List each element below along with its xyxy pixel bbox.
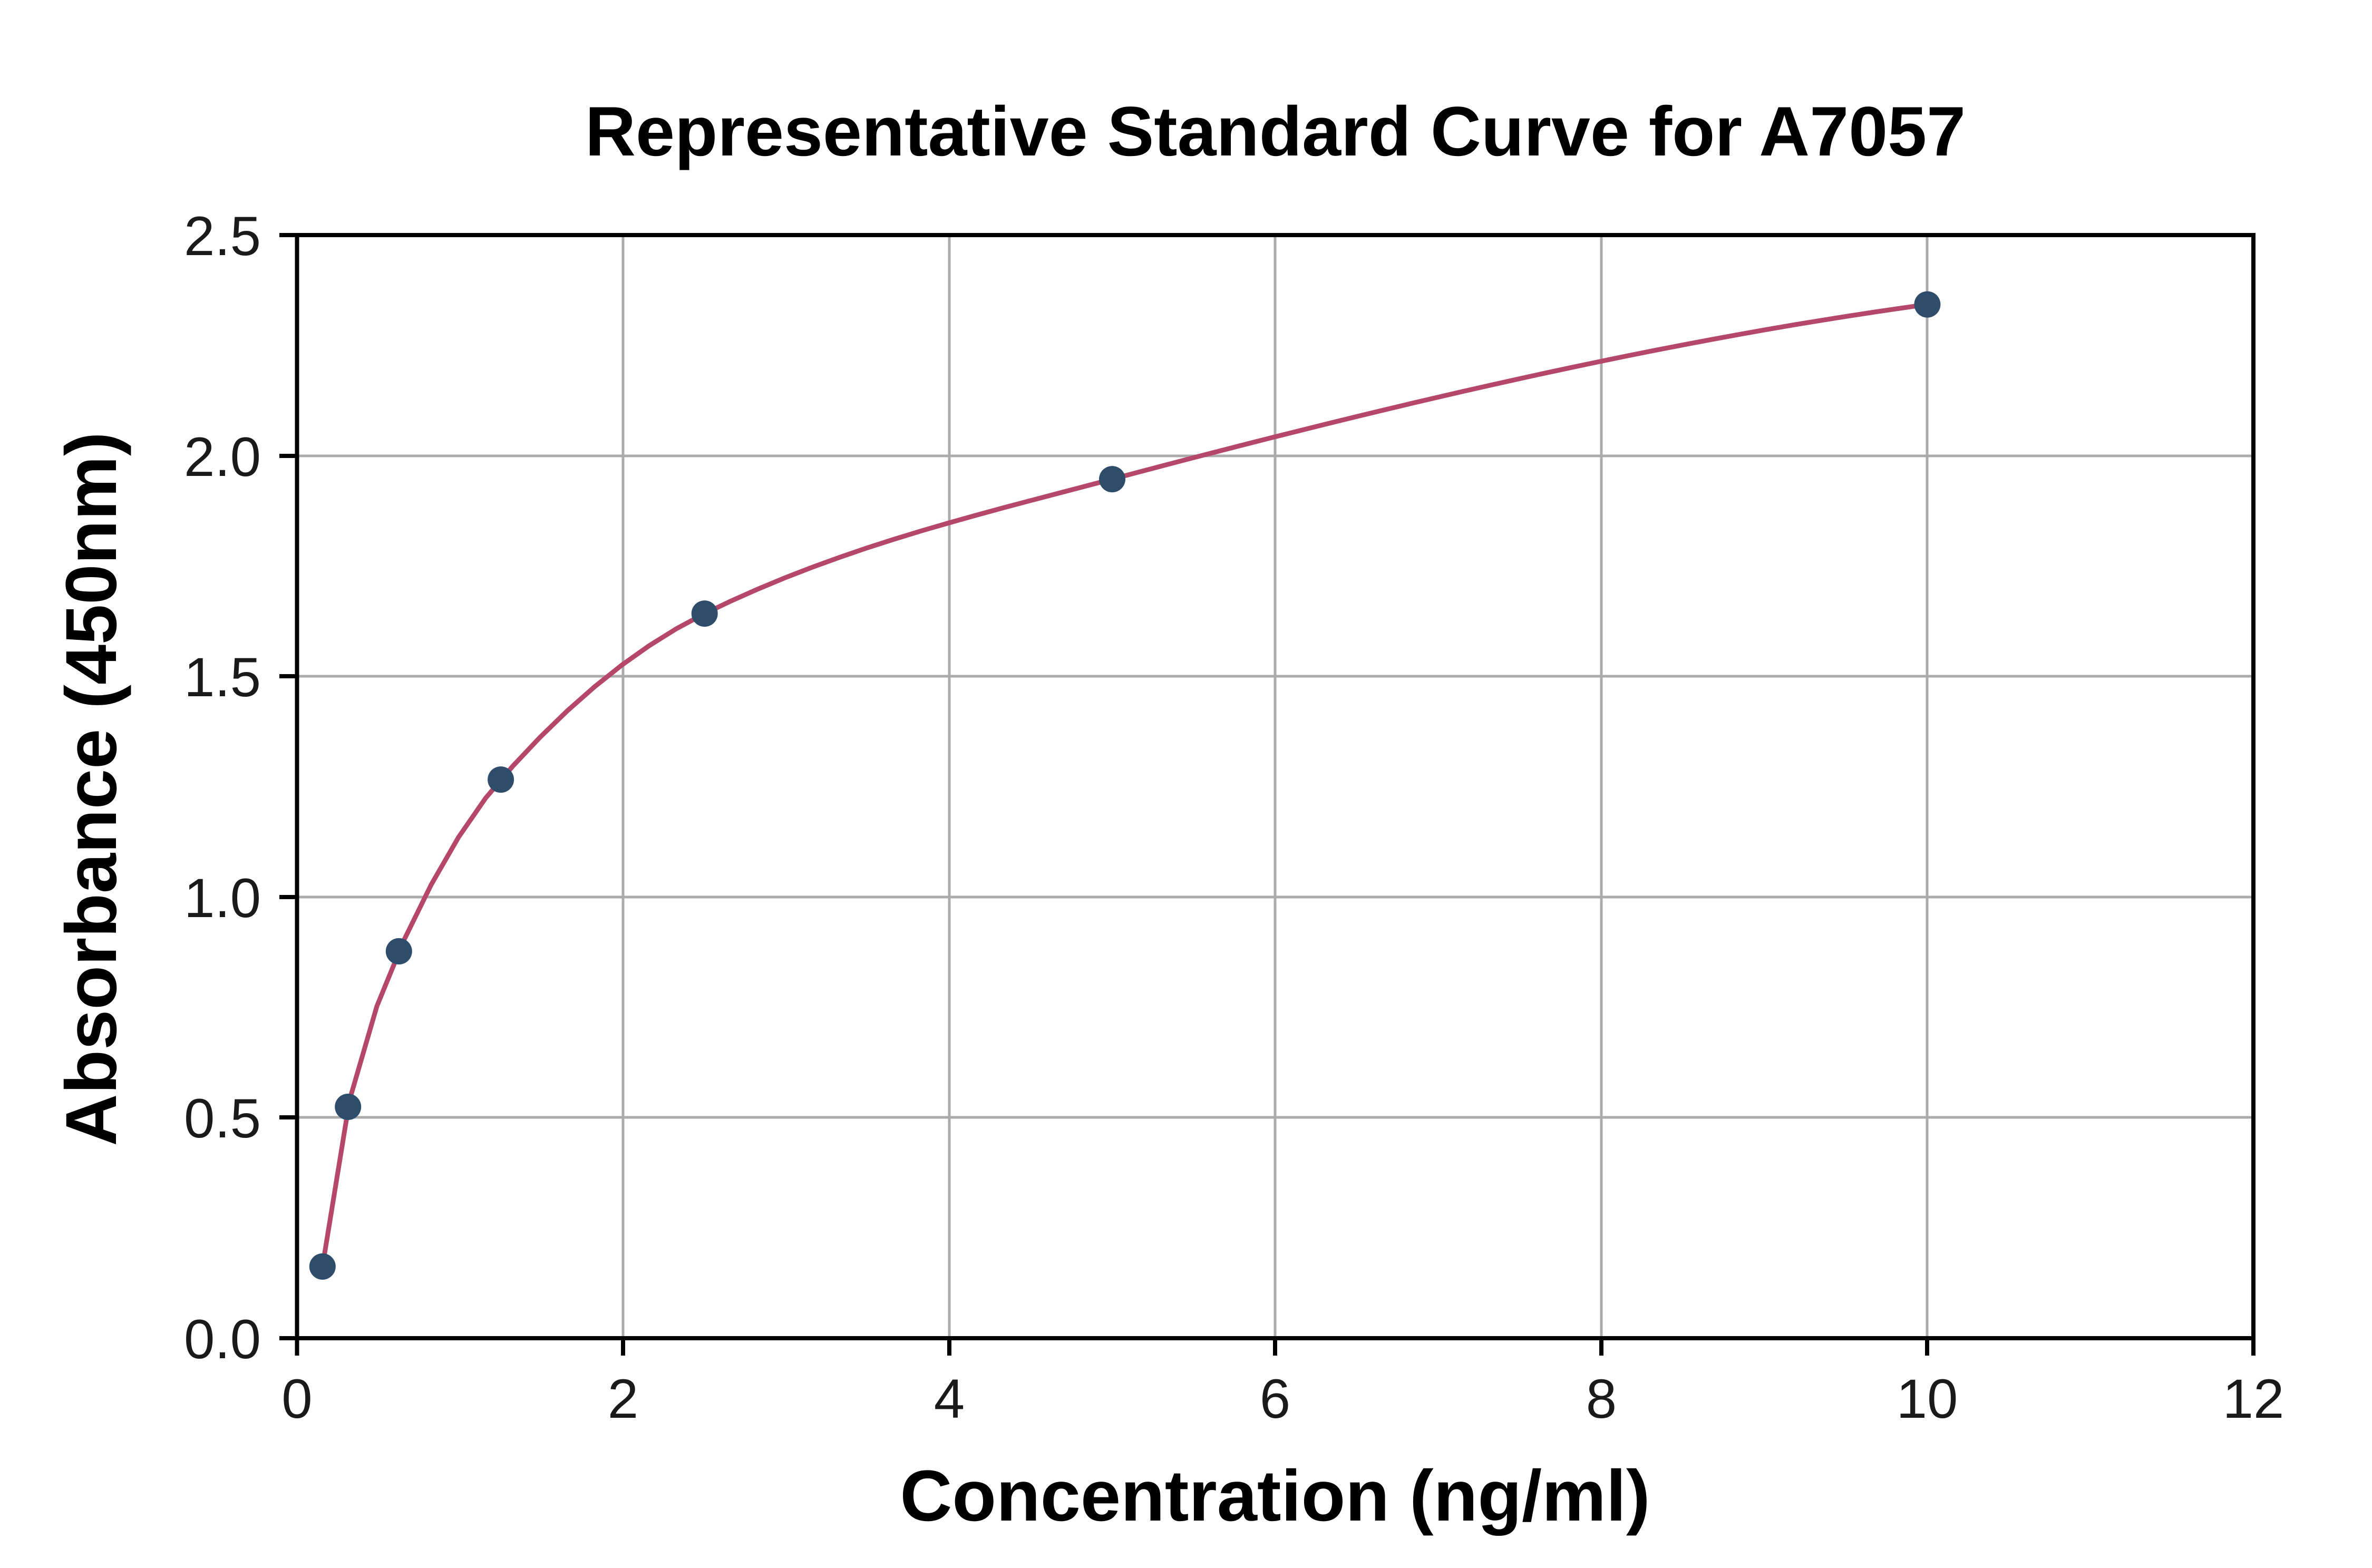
- svg-text:2.0: 2.0: [184, 426, 261, 488]
- svg-text:Absorbance (450nm): Absorbance (450nm): [51, 432, 132, 1146]
- svg-text:6: 6: [1260, 1368, 1290, 1430]
- svg-text:0: 0: [281, 1368, 312, 1430]
- svg-text:0.5: 0.5: [184, 1088, 261, 1150]
- svg-text:10: 10: [1897, 1368, 1958, 1430]
- svg-text:4: 4: [934, 1368, 965, 1430]
- svg-text:Representative Standard Curve: Representative Standard Curve for A7057: [585, 93, 1966, 171]
- svg-text:12: 12: [2223, 1368, 2284, 1430]
- svg-text:1.5: 1.5: [184, 647, 261, 708]
- svg-text:8: 8: [1586, 1368, 1617, 1430]
- svg-text:Concentration (ng/ml): Concentration (ng/ml): [900, 1456, 1650, 1536]
- svg-text:2: 2: [608, 1368, 638, 1430]
- svg-text:0.0: 0.0: [184, 1309, 261, 1370]
- svg-text:1.0: 1.0: [184, 868, 261, 929]
- svg-text:2.5: 2.5: [184, 206, 261, 267]
